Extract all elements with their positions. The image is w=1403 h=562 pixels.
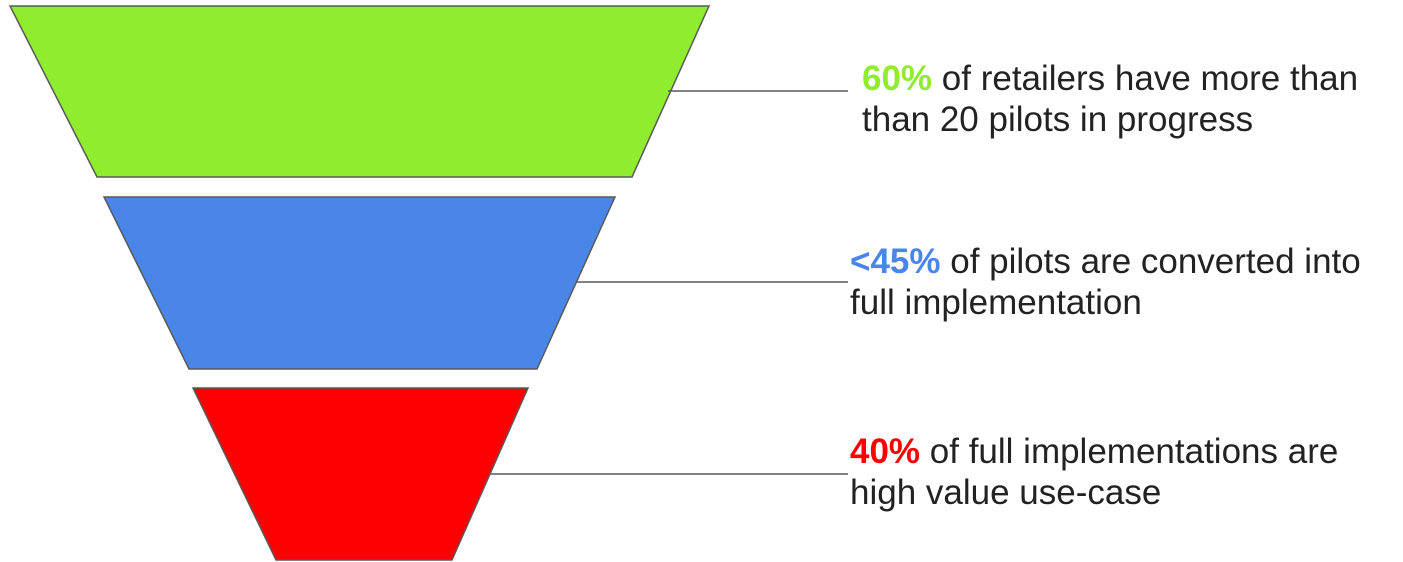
stage-1-percent: 60% xyxy=(862,59,933,98)
callout-1-line-2: than 20 pilots in progress xyxy=(862,100,1254,139)
stage-2-percent: <45% xyxy=(850,242,941,281)
funnel-stage-1 xyxy=(8,5,711,178)
callout-3-line-2: high value use-case xyxy=(850,473,1162,512)
callout-2-line-1: <45% of pilots are converted into xyxy=(850,241,1361,282)
funnel-stage-3 xyxy=(191,387,530,561)
callout-1-line-1: 60% of retailers have more than xyxy=(862,58,1358,99)
stage-2-text: of pilots are converted into xyxy=(940,242,1361,281)
stage-3-text: of full implementations are xyxy=(920,432,1339,471)
stage-1-text: of retailers have more than xyxy=(932,59,1359,98)
callout-stage-1: 60% of retailers have more than than 20 … xyxy=(862,58,1358,140)
stage-3-percent: 40% xyxy=(850,432,921,471)
callout-3-line-1: 40% of full implementations are xyxy=(850,431,1338,472)
callout-stage-2: <45% of pilots are converted into full i… xyxy=(850,241,1361,323)
callout-2-line-2: full implementation xyxy=(850,283,1142,322)
funnel-stage-2 xyxy=(102,196,617,370)
callout-stage-3: 40% of full implementations are high val… xyxy=(850,431,1338,513)
